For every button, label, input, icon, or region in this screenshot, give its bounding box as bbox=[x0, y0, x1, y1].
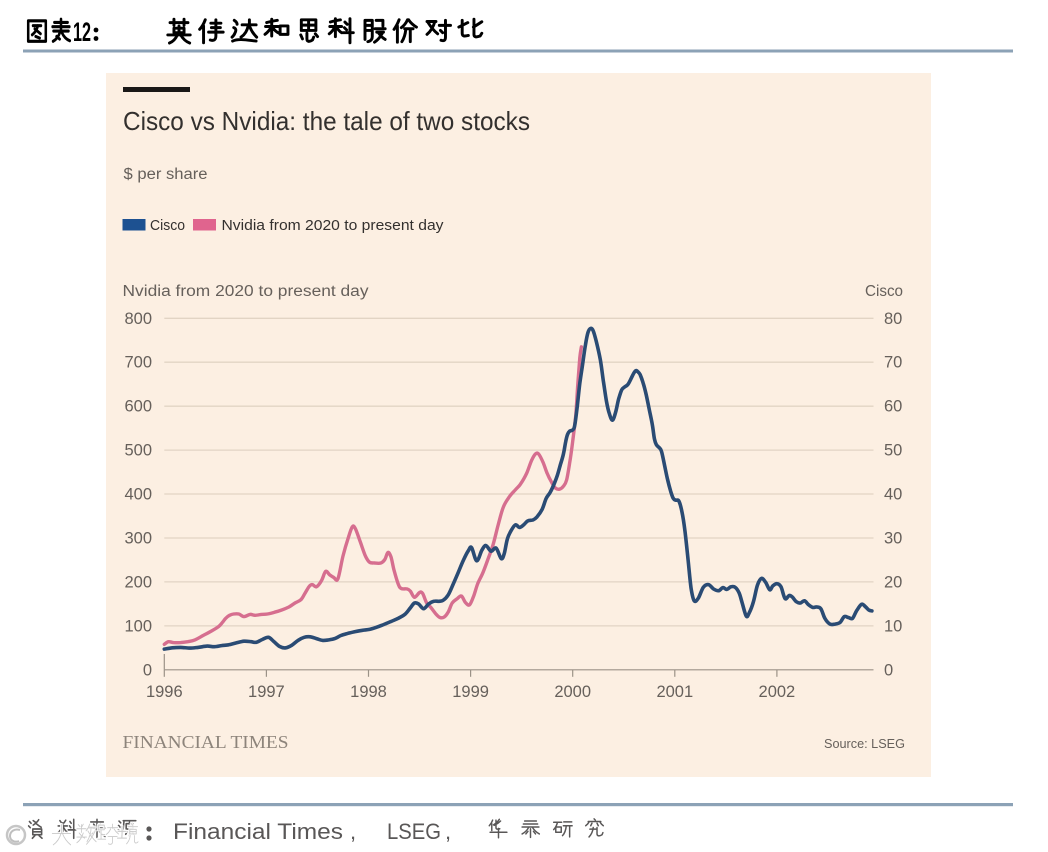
svg-text:300: 300 bbox=[124, 530, 152, 548]
svg-text:10: 10 bbox=[884, 617, 902, 635]
svg-text:20: 20 bbox=[884, 573, 902, 591]
svg-text:1998: 1998 bbox=[350, 683, 387, 701]
svg-text:400: 400 bbox=[124, 486, 152, 504]
svg-text:600: 600 bbox=[124, 398, 152, 416]
svg-text:700: 700 bbox=[124, 354, 152, 372]
svg-text:2002: 2002 bbox=[759, 683, 796, 701]
svg-text:FINANCIAL TIMES: FINANCIAL TIMES bbox=[123, 732, 289, 752]
svg-text:40: 40 bbox=[884, 486, 902, 504]
svg-text:Cisco: Cisco bbox=[150, 217, 185, 234]
svg-text:Nvidia from 2020 to present da: Nvidia from 2020 to present day bbox=[123, 283, 369, 300]
svg-text:Cisco vs Nvidia: the tale of t: Cisco vs Nvidia: the tale of two stocks bbox=[123, 106, 530, 136]
svg-text:60: 60 bbox=[884, 398, 902, 416]
svg-text:Source: LSEG: Source: LSEG bbox=[824, 736, 905, 751]
svg-text:1997: 1997 bbox=[248, 683, 285, 701]
svg-text:500: 500 bbox=[124, 442, 152, 460]
svg-text:1999: 1999 bbox=[452, 683, 489, 701]
svg-text:Cisco: Cisco bbox=[865, 283, 903, 300]
svg-text:,: , bbox=[445, 819, 451, 844]
svg-text:50: 50 bbox=[884, 442, 902, 460]
svg-text:80: 80 bbox=[884, 310, 902, 328]
svg-text:0: 0 bbox=[884, 661, 893, 679]
svg-text:100: 100 bbox=[124, 617, 152, 635]
svg-text:800: 800 bbox=[124, 310, 152, 328]
svg-text:Nvidia from 2020 to present da: Nvidia from 2020 to present day bbox=[222, 217, 445, 234]
svg-text:$ per share: $ per share bbox=[124, 166, 208, 183]
svg-text:70: 70 bbox=[884, 354, 902, 372]
svg-text:200: 200 bbox=[124, 573, 152, 591]
svg-text:0: 0 bbox=[143, 661, 152, 679]
svg-text:1996: 1996 bbox=[146, 683, 183, 701]
svg-text:Financial Times: Financial Times bbox=[173, 819, 343, 844]
svg-text:,: , bbox=[350, 819, 356, 844]
svg-text:2000: 2000 bbox=[554, 683, 591, 701]
svg-text:2001: 2001 bbox=[656, 683, 693, 701]
svg-text:LSEG: LSEG bbox=[387, 819, 441, 844]
svg-text:12: 12 bbox=[73, 17, 91, 47]
svg-text:30: 30 bbox=[884, 530, 902, 548]
